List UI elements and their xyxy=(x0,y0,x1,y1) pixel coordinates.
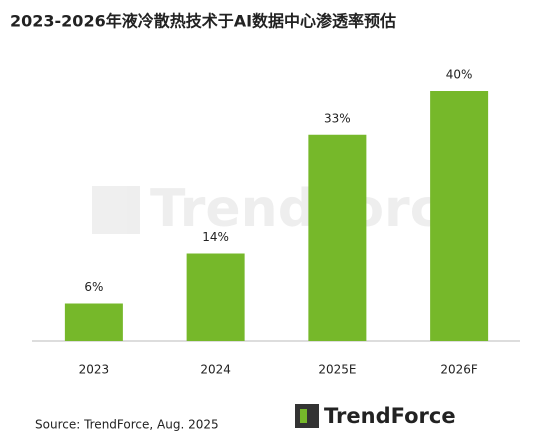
watermark-icon xyxy=(92,186,140,234)
x-tick-label: 2026F xyxy=(440,363,478,377)
value-label: 14% xyxy=(202,230,229,244)
bar xyxy=(430,91,489,341)
x-tick-label: 2023 xyxy=(79,363,110,377)
bar xyxy=(186,253,245,341)
bar xyxy=(308,134,367,341)
chart-title: 2023-2026年液冷散热技术于AI数据中心渗透率预估 xyxy=(10,12,396,31)
watermark: TrendForce xyxy=(92,179,476,239)
x-tick-label: 2025E xyxy=(318,363,356,377)
logo: TrendForce xyxy=(324,404,456,428)
value-label: 6% xyxy=(84,280,103,294)
x-tick-label: 2024 xyxy=(200,363,231,377)
bar xyxy=(64,303,123,341)
value-label: 40% xyxy=(446,68,473,82)
logo-icon-accent xyxy=(300,409,307,423)
value-label: 33% xyxy=(324,111,351,125)
source: Source: TrendForce, Aug. 2025 xyxy=(35,418,219,432)
